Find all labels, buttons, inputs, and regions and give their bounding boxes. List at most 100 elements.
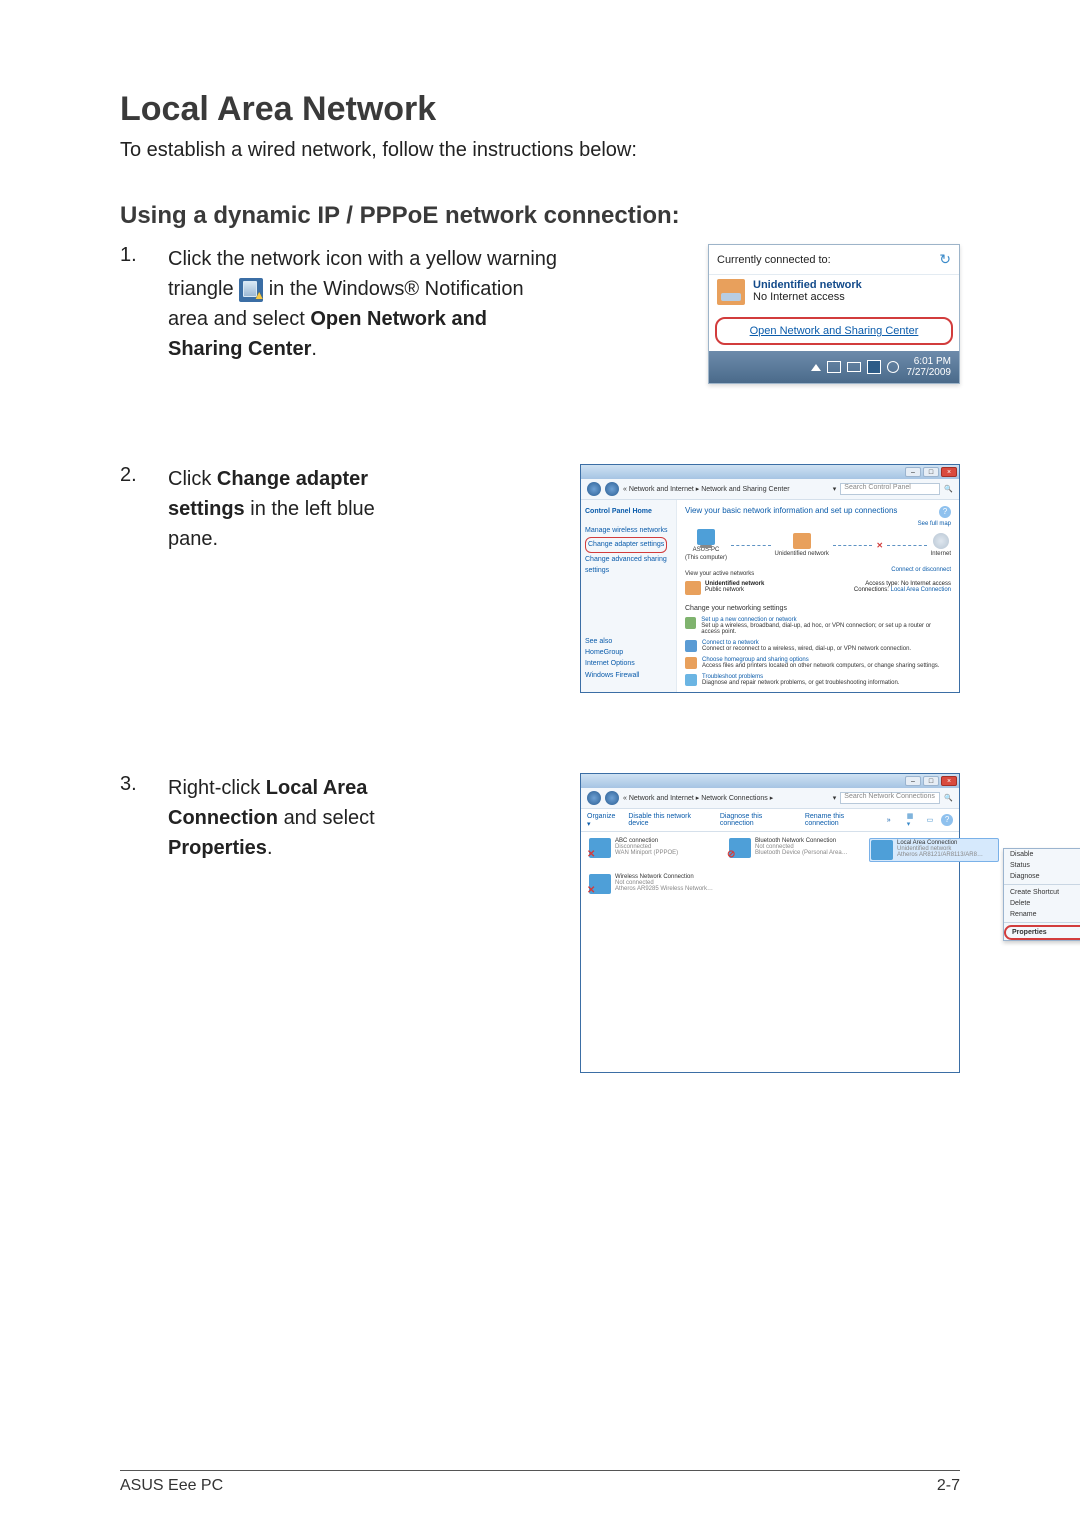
search-icon[interactable]: 🔍 xyxy=(944,794,953,802)
step-text: Click the network icon with a yellow war… xyxy=(168,244,558,364)
refresh-icon[interactable]: ↻ xyxy=(939,251,951,268)
minimize-button[interactable]: – xyxy=(905,776,921,786)
windows-firewall-link[interactable]: Windows Firewall xyxy=(585,670,672,681)
footer-left: ASUS Eee PC xyxy=(120,1477,223,1495)
breadcrumb[interactable]: « Network and Internet ▸ Network Connect… xyxy=(623,794,829,802)
ctx-create-shortcut[interactable]: Create Shortcut xyxy=(1004,887,1080,898)
toolbar: Organize ▾ Disable this network device D… xyxy=(581,809,959,832)
network-icon xyxy=(685,581,701,595)
step-text: Right-click Local Area Connection and se… xyxy=(168,773,428,863)
view-icon[interactable]: ▦ ▾ xyxy=(907,812,919,828)
step-number: 3. xyxy=(120,773,168,796)
network-map: ASUS-PC (This computer) Unidentified net… xyxy=(685,529,951,561)
action-center-icon[interactable] xyxy=(827,361,841,373)
minimize-button[interactable]: – xyxy=(905,467,921,477)
homegroup-link[interactable]: HomeGroup xyxy=(585,647,672,658)
node-pc-sub: (This computer) xyxy=(685,555,727,561)
network-sharing-center-window: – □ × « Network and Internet ▸ Network a… xyxy=(580,464,960,693)
ctx-properties[interactable]: Properties xyxy=(1004,925,1080,940)
disconnected-icon: ✕ xyxy=(876,541,883,550)
open-sharing-center-highlight: Open Network and Sharing Center xyxy=(715,317,953,345)
ctx-disable[interactable]: Disable xyxy=(1004,849,1080,860)
page-title: Local Area Network xyxy=(120,90,960,129)
see-full-map-link[interactable]: See full map xyxy=(685,521,951,527)
forward-button[interactable] xyxy=(605,791,619,805)
search-input[interactable]: Search Network Connections xyxy=(840,792,940,804)
main-title: View your basic network information and … xyxy=(685,506,897,515)
node-internet-label: Internet xyxy=(931,551,951,557)
maximize-button[interactable]: □ xyxy=(923,467,939,477)
help-icon[interactable]: ? xyxy=(941,814,953,826)
diagnose-button[interactable]: Diagnose this connection xyxy=(720,813,797,827)
connection-device: Atheros AR9285 Wireless Network… xyxy=(615,886,713,892)
step3-text-b: and select xyxy=(284,807,375,829)
taskbar-clock[interactable]: 6:01 PM 7/27/2009 xyxy=(907,356,952,378)
change-sharing-link[interactable]: Change advanced sharing settings xyxy=(585,554,672,576)
step1-period: . xyxy=(311,338,317,360)
back-button[interactable] xyxy=(587,791,601,805)
network-status: No Internet access xyxy=(753,291,862,303)
connection-icon xyxy=(589,838,611,858)
network-tray-icon[interactable] xyxy=(867,360,881,374)
clock-date: 7/27/2009 xyxy=(907,367,952,378)
close-button[interactable]: × xyxy=(941,467,957,477)
open-sharing-center-link[interactable]: Open Network and Sharing Center xyxy=(750,325,919,337)
connect-network-desc: Connect or reconnect to a wireless, wire… xyxy=(702,646,911,652)
network-flyout: Currently connected to: ↻ Unidentified n… xyxy=(708,244,960,384)
breadcrumb[interactable]: « Network and Internet ▸ Network and Sha… xyxy=(623,485,829,493)
connections-label: Connections: xyxy=(854,587,889,593)
troubleshoot-icon xyxy=(685,674,697,686)
forward-button[interactable] xyxy=(605,482,619,496)
intro-text: To establish a wired network, follow the… xyxy=(120,139,960,162)
back-button[interactable] xyxy=(587,482,601,496)
connection-icon xyxy=(871,840,893,860)
control-panel-home-link[interactable]: Control Panel Home xyxy=(585,506,672,517)
manage-wireless-link[interactable]: Manage wireless networks xyxy=(585,525,672,536)
network-icon xyxy=(793,533,811,549)
organize-button[interactable]: Organize ▾ xyxy=(587,813,620,828)
connect-disconnect-link[interactable]: Connect or disconnect xyxy=(891,567,951,577)
address-bar: « Network and Internet ▸ Network Connect… xyxy=(581,788,959,809)
connection-device: Bluetooth Device (Personal Area… xyxy=(755,850,848,856)
connection-item[interactable]: ABC connection Disconnected WAN Miniport… xyxy=(589,838,719,858)
disable-device-button[interactable]: Disable this network device xyxy=(628,813,712,827)
tray-overflow-icon[interactable] xyxy=(811,364,821,371)
step-number: 1. xyxy=(120,244,168,267)
local-area-connection-link[interactable]: Local Area Connection xyxy=(891,587,951,593)
connection-item[interactable]: Wireless Network Connection Not connecte… xyxy=(589,874,719,894)
maximize-button[interactable]: □ xyxy=(923,776,939,786)
ctx-rename[interactable]: Rename xyxy=(1004,909,1080,920)
view-active-label: View your active networks xyxy=(685,571,754,577)
help-icon[interactable]: ? xyxy=(939,506,951,518)
computer-icon xyxy=(697,529,715,545)
context-menu: Disable Status Diagnose Create Shortcut … xyxy=(1003,848,1080,941)
internet-options-link[interactable]: Internet Options xyxy=(585,658,672,669)
connection-icon xyxy=(729,838,751,858)
volume-icon[interactable] xyxy=(887,361,899,373)
step3-period: . xyxy=(267,837,273,859)
section-title: Using a dynamic IP / PPPoE network conne… xyxy=(120,202,960,230)
step2-text-a: Click xyxy=(168,468,217,490)
ctx-delete[interactable]: Delete xyxy=(1004,898,1080,909)
connection-item[interactable]: Bluetooth Network Connection Not connect… xyxy=(729,838,859,858)
rename-button[interactable]: Rename this connection xyxy=(805,813,879,827)
more-button[interactable]: » xyxy=(887,817,891,824)
preview-icon[interactable]: ▭ xyxy=(927,816,934,824)
public-network-label: Public network xyxy=(705,587,744,593)
footer-right: 2-7 xyxy=(937,1477,960,1495)
step3-bold2: Properties xyxy=(168,837,267,859)
ctx-diagnose[interactable]: Diagnose xyxy=(1004,871,1080,882)
battery-icon[interactable] xyxy=(847,362,861,372)
search-icon[interactable]: 🔍 xyxy=(944,485,953,493)
connection-item-selected[interactable]: Local Area Connection Unidentified netwo… xyxy=(869,838,999,862)
change-adapter-settings-link[interactable]: Change adapter settings xyxy=(585,537,667,552)
close-button[interactable]: × xyxy=(941,776,957,786)
ctx-status[interactable]: Status xyxy=(1004,860,1080,871)
setup-connection-icon xyxy=(685,617,696,629)
see-also-label: See also xyxy=(585,636,672,647)
step-text: Click Change adapter settings in the lef… xyxy=(168,464,428,554)
window-titlebar: – □ × xyxy=(581,465,959,479)
search-input[interactable]: Search Control Panel xyxy=(840,483,940,495)
left-pane: Control Panel Home Manage wireless netwo… xyxy=(581,500,677,692)
step-number: 2. xyxy=(120,464,168,487)
